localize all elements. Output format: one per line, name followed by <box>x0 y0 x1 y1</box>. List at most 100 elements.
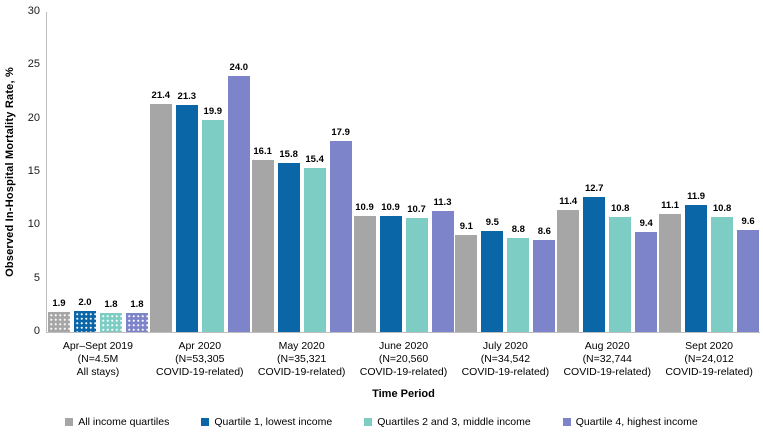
bar-column: 11.9 <box>685 191 708 332</box>
bar-value-label: 11.4 <box>559 196 578 208</box>
bar-value-label: 11.3 <box>433 197 452 209</box>
x-axis-category-label: Sept 2020 (N=24,012 COVID-19-related) <box>665 340 753 378</box>
bar-value-label: 15.4 <box>305 153 324 165</box>
bar-value-label: 9.4 <box>639 217 653 229</box>
bar <box>99 312 122 332</box>
bar <box>583 196 606 332</box>
bar <box>303 167 326 332</box>
legend-swatch <box>562 418 571 426</box>
bar-column: 9.4 <box>635 218 658 332</box>
bar-group: 1.9 2.0 1.8 1.8 <box>47 12 149 332</box>
x-axis-category-label: Apr 2020 (N=53,305 COVID-19-related) <box>156 340 244 378</box>
bar <box>405 217 428 332</box>
legend-item: Quartiles 2 and 3, middle income <box>364 416 531 428</box>
bar-column: 11.3 <box>431 197 454 332</box>
x-axis-category-label: Aug 2020 (N=32,744 COVID-19-related) <box>563 340 651 378</box>
bar <box>481 230 504 332</box>
legend-swatch <box>201 418 210 426</box>
bar <box>353 215 376 332</box>
bar-value-label: 1.8 <box>104 298 118 310</box>
y-axis-tick-labels: 0 5 10 15 20 25 30 <box>20 5 46 337</box>
y-tick-label: 15 <box>27 165 40 177</box>
bar-column: 21.4 <box>149 90 172 332</box>
bar-column: 11.4 <box>557 196 580 332</box>
bar <box>685 205 708 332</box>
bar-value-label: 9.1 <box>459 220 473 232</box>
bar-value-label: 16.1 <box>253 146 272 158</box>
bar-column: 1.9 <box>47 298 70 332</box>
y-tick-label: 25 <box>27 58 40 71</box>
bar <box>277 163 300 332</box>
bar-column: 11.1 <box>659 200 682 332</box>
bar-value-label: 10.9 <box>381 201 400 213</box>
bar <box>635 231 658 332</box>
bar <box>737 229 760 332</box>
bar-column: 8.6 <box>533 226 556 332</box>
bar-column: 10.7 <box>405 204 428 332</box>
bar-value-label: 11.9 <box>687 191 706 203</box>
bar-column: 2.0 <box>73 297 96 332</box>
bar-group: 10.9 10.9 10.7 11.3 <box>353 12 455 332</box>
y-tick-label: 10 <box>27 218 40 231</box>
bar <box>227 76 250 332</box>
bar-column: 15.4 <box>303 154 326 332</box>
bar-column: 10.9 <box>379 202 402 332</box>
bar-column: 16.1 <box>251 146 274 332</box>
bar-value-label: 11.1 <box>661 199 680 211</box>
bar-column: 9.6 <box>737 216 760 332</box>
y-tick-label: 20 <box>27 111 40 124</box>
bar-value-label: 2.0 <box>78 296 92 308</box>
y-axis-title: Observed In-Hospital Mortality Rate, % <box>4 67 16 277</box>
bar <box>379 215 402 332</box>
x-axis-category-labels: Apr–Sept 2019 (N=4.5M All stays) Apr 2020 (N… <box>47 340 760 379</box>
bar <box>507 238 530 332</box>
bar-group: 11.4 12.7 10.8 9.4 <box>556 12 658 332</box>
bar-column: 21.3 <box>175 91 198 332</box>
bar-value-label: 15.8 <box>279 149 298 161</box>
bar-column: 10.8 <box>711 203 734 332</box>
bar-value-label: 24.0 <box>229 62 249 73</box>
bar <box>659 213 682 332</box>
legend: All income quartiles Quartile 1, lowest i… <box>0 416 763 428</box>
legend-swatch <box>364 418 373 426</box>
bar-group: 11.1 11.9 10.8 9.6 <box>658 12 760 332</box>
bar-column: 9.5 <box>481 217 504 332</box>
x-axis-category-label: June 2020 (N=20,560 COVID-19-related) <box>359 340 448 378</box>
bar-column: 15.8 <box>277 149 300 332</box>
y-tick-label: 5 <box>33 271 40 284</box>
legend-label: All income quartiles <box>78 416 170 428</box>
y-tick-label: 0 <box>33 325 40 337</box>
bar-value-label: 8.6 <box>537 226 551 238</box>
bar-value-label: 10.8 <box>610 202 630 214</box>
legend-label: Quartile 1, lowest income <box>214 416 333 428</box>
bar-value-label: 10.9 <box>355 201 374 213</box>
bar-column: 9.1 <box>455 221 478 332</box>
legend-item: Quartile 4, highest income <box>562 416 698 428</box>
bar-value-label: 1.8 <box>130 298 144 310</box>
legend-item: All income quartiles <box>65 416 169 428</box>
bar-group: 21.4 21.3 19.9 24.0 <box>149 12 251 332</box>
bar-group: 9.1 9.5 8.8 8.6 <box>454 12 556 332</box>
x-axis-category-label: May 2020 (N=35,321 COVID-19-related) <box>257 340 346 378</box>
bar-column: 10.8 <box>609 203 632 332</box>
bar <box>125 312 148 332</box>
bar-value-label: 10.8 <box>712 202 732 214</box>
bar <box>251 160 274 332</box>
bar-value-label: 8.8 <box>511 224 525 236</box>
bar <box>431 211 454 332</box>
bar <box>175 104 198 332</box>
bar-value-label: 10.7 <box>407 203 426 215</box>
legend-item: Quartile 1, lowest income <box>201 416 332 428</box>
y-axis-title-cell: Observed In-Hospital Mortality Rate, % <box>0 12 20 332</box>
bar-column: 12.7 <box>583 183 606 332</box>
x-axis-title: Time Period <box>372 388 435 400</box>
bar <box>149 103 172 332</box>
bar-value-label: 1.9 <box>52 297 66 309</box>
bar-column: 10.9 <box>353 202 376 332</box>
plot-area: 1.9 2.0 1.8 1.8 21.4 21.3 19.9 24.0 16.1 15.8 15.4… <box>46 12 760 333</box>
chart-main-row: Observed In-Hospital Mortality Rate, % 0… <box>0 5 760 337</box>
bar <box>609 216 632 332</box>
bar <box>711 216 734 332</box>
bar <box>201 119 224 332</box>
